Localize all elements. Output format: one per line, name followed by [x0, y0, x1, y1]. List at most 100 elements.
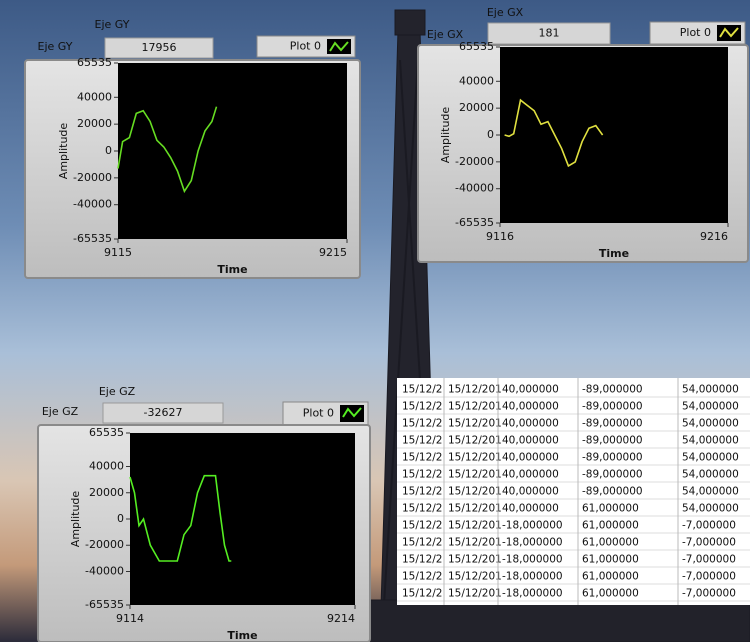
- cell: 15/12/2: [402, 452, 442, 464]
- cell: 15/12/201: [448, 384, 502, 396]
- cell: 15/12/201: [448, 469, 502, 481]
- y-tick-label: 65535: [77, 56, 112, 69]
- y-axis-label: Amplitude: [69, 491, 82, 548]
- cell: 61,000000: [582, 520, 639, 532]
- caption: Eje GY: [95, 18, 130, 31]
- cell: 40,000000: [502, 469, 559, 481]
- x-tick-label: 9215: [319, 246, 347, 259]
- y-tick-label: -40000: [85, 564, 124, 577]
- x-tick-label: 9115: [104, 246, 132, 259]
- cell: 54,000000: [682, 418, 739, 430]
- x-tick-label: 9216: [700, 230, 728, 243]
- indicator-label: Eje GZ: [42, 405, 79, 418]
- y-tick-label: -20000: [455, 155, 494, 168]
- cell: -18,000000: [502, 588, 563, 600]
- cell: -89,000000: [582, 469, 643, 481]
- cell: 40,000000: [502, 435, 559, 447]
- y-tick-label: -40000: [455, 182, 494, 195]
- cell: -89,000000: [582, 486, 643, 498]
- y-tick-label: 0: [117, 512, 124, 525]
- y-tick-label: 65535: [89, 426, 124, 439]
- y-tick-label: 40000: [459, 74, 494, 87]
- y-tick-label: -65535: [455, 216, 494, 229]
- cell: 15/12/201: [448, 486, 502, 498]
- x-tick-label: 9114: [116, 612, 144, 625]
- cell: 15/12/201: [448, 571, 502, 583]
- cell: 15/12/2: [402, 469, 442, 481]
- cell: 15/12/2: [402, 418, 442, 430]
- y-tick-label: 40000: [77, 90, 112, 103]
- cell: 15/12/2: [402, 588, 442, 600]
- value: -32627: [144, 406, 183, 419]
- y-tick-label: 20000: [459, 101, 494, 114]
- caption: Eje GZ: [99, 385, 136, 398]
- cell: -18,000000: [502, 537, 563, 549]
- cell: -89,000000: [582, 401, 643, 413]
- cell: -89,000000: [582, 435, 643, 447]
- cell: 15/12/2: [402, 435, 442, 447]
- x-axis-label: Time: [227, 629, 257, 642]
- cell: -18,000000: [502, 554, 563, 566]
- y-tick-label: -20000: [85, 538, 124, 551]
- y-tick-label: 20000: [77, 117, 112, 130]
- y-tick-label: 20000: [89, 486, 124, 499]
- cell: 15/12/201: [448, 452, 502, 464]
- cell: -18,000000: [502, 571, 563, 583]
- cell: -89,000000: [582, 452, 643, 464]
- cell: 61,000000: [582, 571, 639, 583]
- y-tick-label: 65535: [459, 40, 494, 53]
- y-axis-label: Amplitude: [57, 123, 70, 180]
- cell: 61,000000: [582, 554, 639, 566]
- cell: 15/12/2: [402, 401, 442, 413]
- cell: 40,000000: [502, 503, 559, 515]
- x-axis-label: Time: [599, 247, 629, 260]
- cell: 40,000000: [502, 401, 559, 413]
- value: 17956: [142, 41, 177, 54]
- y-tick-label: -65535: [85, 598, 124, 611]
- cell: 54,000000: [682, 486, 739, 498]
- plot-area: [500, 47, 728, 223]
- cell: 15/12/2: [402, 503, 442, 515]
- cell: 54,000000: [682, 435, 739, 447]
- indicator-label: Eje GY: [38, 40, 73, 53]
- cell: 40,000000: [502, 384, 559, 396]
- cell: 15/12/2: [402, 554, 442, 566]
- cell: 15/12/2: [402, 537, 442, 549]
- value: 181: [539, 27, 560, 40]
- cell: 40,000000: [502, 452, 559, 464]
- cell: 15/12/201: [448, 401, 502, 413]
- x-axis-label: Time: [217, 263, 247, 276]
- y-tick-label: -20000: [73, 171, 112, 184]
- x-tick-label: 9214: [327, 612, 355, 625]
- cell: 15/12/2: [402, 571, 442, 583]
- y-tick-label: 0: [487, 128, 494, 141]
- y-tick-label: 40000: [89, 460, 124, 473]
- cell: 54,000000: [682, 452, 739, 464]
- cell: -7,000000: [682, 520, 736, 532]
- cell: 54,000000: [682, 384, 739, 396]
- cell: -89,000000: [582, 418, 643, 430]
- cell: 15/12/201: [448, 537, 502, 549]
- cell: 61,000000: [582, 537, 639, 549]
- cell: -89,000000: [582, 384, 643, 396]
- cell: 15/12/201: [448, 554, 502, 566]
- plot-area: [118, 63, 347, 239]
- legend-label: Plot 0: [303, 407, 334, 420]
- caption: Eje GX: [487, 6, 524, 19]
- cell: -7,000000: [682, 588, 736, 600]
- cell: 40,000000: [502, 418, 559, 430]
- cell: 15/12/201: [448, 520, 502, 532]
- legend-label: Plot 0: [290, 40, 321, 53]
- cell: -18,000000: [502, 520, 563, 532]
- cell: 15/12/2: [402, 520, 442, 532]
- legend-label: Plot 0: [680, 26, 711, 39]
- y-tick-label: -65535: [73, 232, 112, 245]
- x-tick-label: 9116: [486, 230, 514, 243]
- cell: 15/12/201: [448, 588, 502, 600]
- cell: 15/12/201: [448, 418, 502, 430]
- front-panel: Eje GY Eje GY 17956 Plot 0 65535 40000 20000 0 -…: [0, 0, 750, 642]
- cell: 54,000000: [682, 401, 739, 413]
- y-tick-label: -40000: [73, 198, 112, 211]
- y-tick-label: 0: [105, 144, 112, 157]
- cell: 15/12/2: [402, 384, 442, 396]
